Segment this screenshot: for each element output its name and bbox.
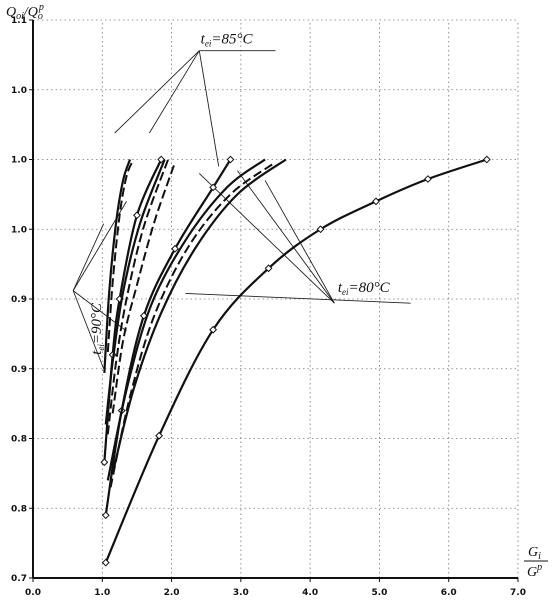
annotation-leader-line — [198, 50, 220, 167]
temperature-label-symbol: t — [201, 32, 206, 48]
data-point — [171, 244, 179, 253]
y-axis-title-den-sub: o — [38, 11, 43, 22]
data-point — [101, 558, 110, 567]
x-axis-title-num: G — [528, 545, 538, 560]
y-axis-title-num-sub: oi — [16, 11, 24, 22]
data-point — [316, 225, 325, 234]
temperature-label-subscript: ei — [96, 344, 106, 351]
temperature-label-1: tei=85°C — [201, 32, 254, 49]
annotation-leader-line — [72, 201, 127, 291]
series-6 — [111, 161, 176, 414]
y-axis-title-den: Q — [28, 5, 38, 20]
series-line — [104, 158, 488, 564]
series-line — [106, 158, 266, 481]
data-point — [100, 458, 109, 467]
data-point — [209, 325, 218, 334]
temperature-label-3: tei=90°C — [89, 302, 106, 355]
y-tick-label: 0.7 — [11, 574, 27, 584]
x-tick-label: 3.0 — [233, 588, 249, 598]
y-tick-label: 0.9 — [11, 295, 27, 305]
series-line — [111, 158, 287, 474]
y-tick-label: 0.8 — [11, 435, 27, 445]
data-point — [482, 155, 491, 164]
series-1 — [103, 159, 132, 374]
series-layer — [100, 155, 491, 567]
x-tick-label: 6.0 — [441, 588, 457, 598]
y-axis-title-slash: / — [23, 5, 29, 20]
series-4 — [104, 159, 166, 425]
x-axis-title: Gi Gp — [524, 545, 548, 580]
annotation-leader-line — [237, 170, 335, 304]
series-2 — [106, 159, 135, 353]
data-point — [155, 431, 164, 440]
temperature-label-symbol: t — [338, 280, 343, 296]
data-point — [424, 175, 432, 183]
annotation-leader-line — [72, 290, 105, 369]
data-point — [264, 264, 273, 273]
series-line — [106, 159, 135, 353]
temperature-label-subscript: ei — [205, 39, 212, 49]
y-tick-label: 0.8 — [11, 504, 27, 514]
series-line — [103, 159, 132, 374]
data-point — [101, 511, 110, 520]
series-10 — [111, 158, 287, 474]
svg-text:Gi: Gi — [528, 545, 541, 562]
x-tick-label: 2.0 — [164, 588, 180, 598]
data-point — [209, 183, 218, 192]
y-tick-label: 1.1 — [11, 16, 27, 26]
temperature-label-2: tei=80°C — [338, 280, 391, 297]
series-line — [106, 159, 170, 435]
x-tick-label: 4.0 — [302, 588, 318, 598]
x-tick-label: 7.0 — [510, 588, 526, 598]
annotation-leader-line — [72, 223, 105, 291]
y-axis-title-den-sup: p — [38, 2, 44, 13]
series-line — [104, 158, 232, 516]
temperature-label-value: =90°C — [89, 302, 105, 344]
series-5 — [106, 159, 170, 435]
temperature-label-value: =80°C — [349, 280, 391, 296]
x-tick-label: 0.0 — [25, 588, 41, 598]
annotation-leader-line — [198, 173, 335, 304]
temperature-label-value: =85°C — [211, 32, 253, 48]
y-tick-label: 1.0 — [11, 86, 27, 96]
y-tick-label: 1.0 — [11, 225, 27, 235]
y-axis-title-num: Q — [6, 5, 16, 20]
tick-labels: 0.0 1.0 2.0 3.0 4.0 5.0 6.0 7.0 0.7 0.8 0.8 0.9 0.9 1… — [11, 16, 526, 598]
series-line — [111, 161, 176, 414]
data-point — [157, 155, 166, 164]
y-tick-label: 0.9 — [11, 365, 27, 375]
series-line — [103, 159, 163, 463]
svg-text:Gp: Gp — [527, 562, 542, 580]
annotation-leader-line — [149, 50, 200, 134]
x-tick-label: 1.0 — [94, 588, 110, 598]
data-point — [139, 311, 148, 320]
y-tick-label: 1.0 — [11, 156, 27, 166]
x-axis-title-den-sup: p — [536, 562, 542, 573]
x-axis-title-num-sub: i — [538, 551, 541, 562]
x-tick-label: 5.0 — [371, 588, 387, 598]
grid-layer — [33, 19, 519, 578]
data-point — [133, 211, 141, 220]
annotation-leader-line — [114, 50, 200, 134]
y-axis-title: Qoi/Qop — [6, 2, 44, 22]
series-11 — [101, 155, 491, 567]
data-point — [372, 197, 380, 206]
series-8 — [106, 158, 266, 481]
data-point — [226, 155, 235, 164]
temperature-label-symbol: t — [89, 350, 105, 355]
annotation-leader-line — [185, 292, 411, 304]
series-9 — [109, 161, 277, 488]
temperature-label-subscript: ei — [342, 287, 349, 297]
series-line — [109, 161, 277, 488]
series-line — [104, 159, 166, 425]
x-axis-title-den: G — [527, 565, 537, 580]
series-7 — [101, 155, 235, 520]
